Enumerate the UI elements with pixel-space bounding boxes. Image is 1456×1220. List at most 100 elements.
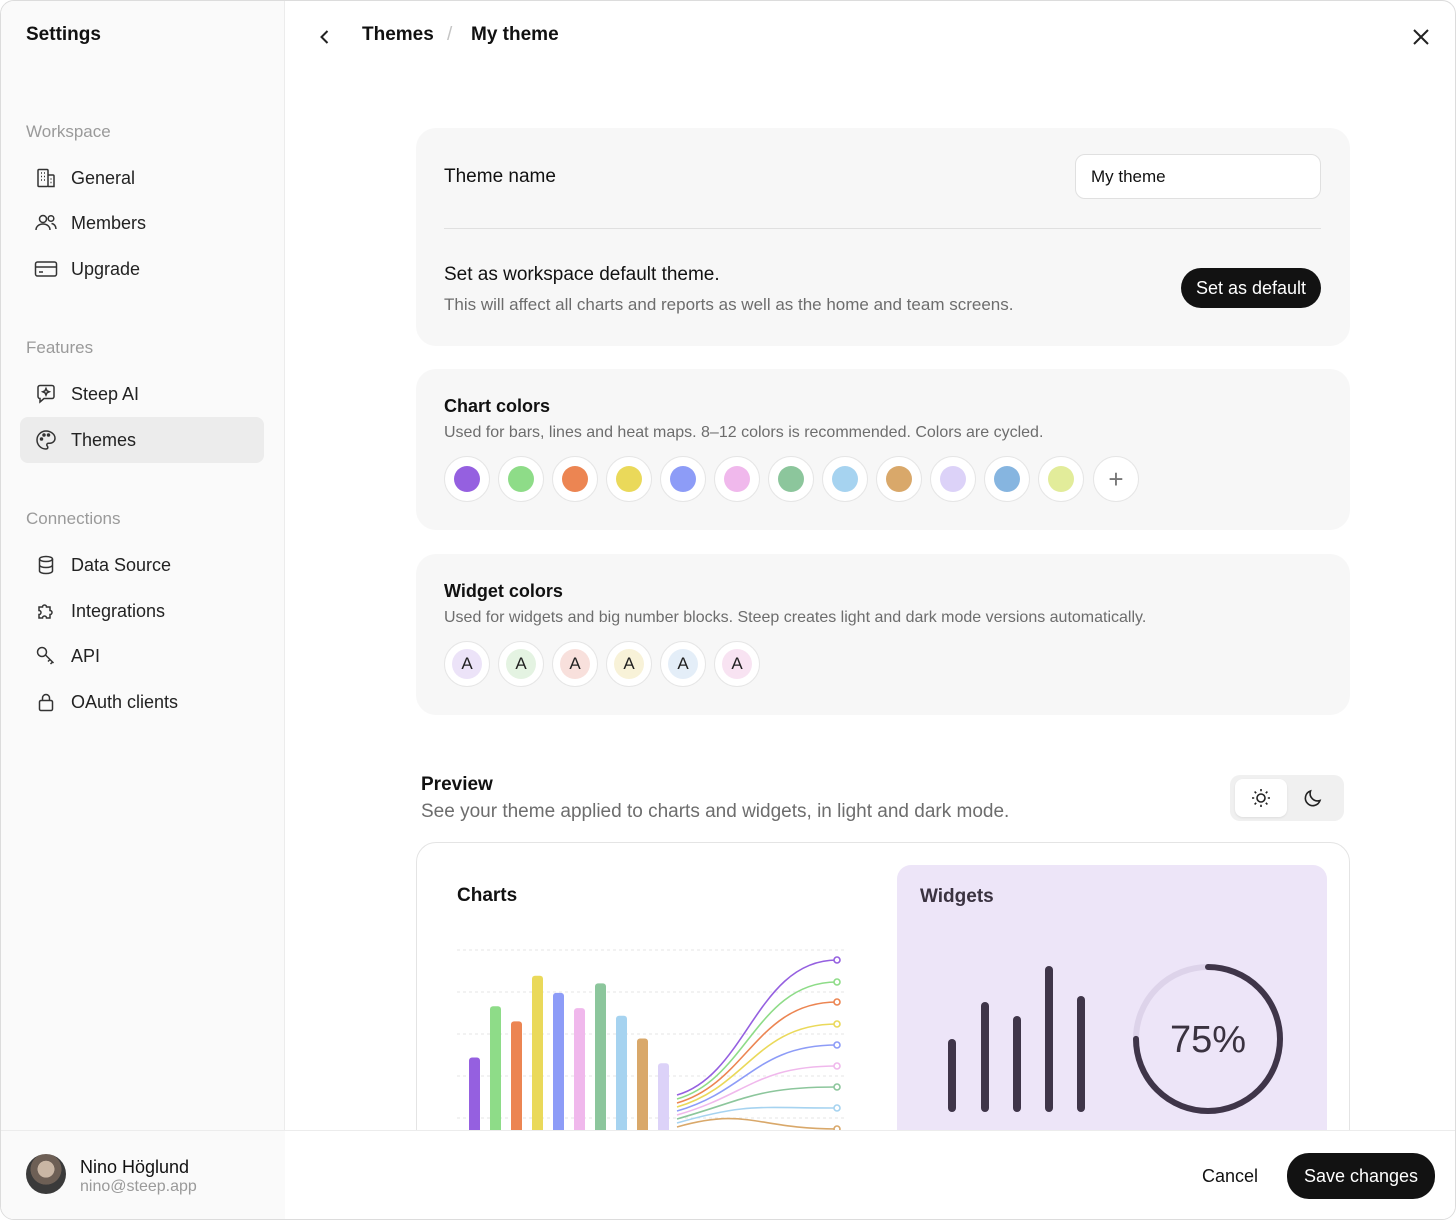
chart-preview-line [676, 959, 838, 1096]
sidebar-item-label: Steep AI [71, 383, 140, 404]
color-dot [994, 466, 1020, 492]
user-email: nino@steep.app [80, 1178, 197, 1195]
close-button[interactable] [1404, 20, 1438, 54]
sidebar-item-members[interactable]: Members [20, 200, 264, 246]
sidebar-item-oauth-clients[interactable]: OAuth clients [20, 679, 264, 725]
save-changes-button[interactable]: Save changes [1287, 1153, 1435, 1199]
chart-color-swatch[interactable] [714, 456, 760, 502]
sidebar-item-general[interactable]: General [20, 155, 264, 201]
theme-settings-card: Theme name Set as workspace default them… [416, 128, 1350, 346]
chart-color-swatch[interactable] [930, 456, 976, 502]
light-mode-button[interactable] [1235, 779, 1287, 817]
database-icon [34, 553, 58, 577]
color-dot [454, 466, 480, 492]
chart-color-swatch[interactable] [444, 456, 490, 502]
widget-color-chip[interactable]: A [444, 641, 490, 687]
chart-preview-bar [490, 1006, 501, 1143]
section-label-connections: Connections [26, 509, 121, 528]
chart-preview-line [676, 981, 838, 1100]
default-theme-description: This will affect all charts and reports … [444, 295, 1014, 314]
chart-preview-point [833, 1083, 841, 1091]
widget-chip-letter: A [614, 649, 644, 679]
chart-preview-bar [658, 1063, 669, 1143]
sidebar-item-label: Integrations [71, 600, 166, 621]
chart-preview-point [833, 978, 841, 986]
users-icon [34, 211, 58, 235]
avatar [26, 1154, 66, 1194]
color-dot [886, 466, 912, 492]
chart-color-swatch[interactable] [876, 456, 922, 502]
widget-color-chip[interactable]: A [552, 641, 598, 687]
palette-icon [34, 428, 58, 452]
color-dot [670, 466, 696, 492]
widget-chip-letter: A [506, 649, 536, 679]
chart-color-swatch[interactable] [552, 456, 598, 502]
charts-preview-label: Charts [457, 885, 518, 906]
chart-preview-point [833, 956, 841, 964]
preview-title: Preview [421, 774, 493, 795]
sidebar-item-label: Upgrade [71, 258, 141, 279]
chart-preview-bar [553, 992, 564, 1143]
user-name: Nino Höglund [80, 1157, 190, 1177]
color-dot [1048, 466, 1074, 492]
add-color-button[interactable]: + [1093, 456, 1139, 502]
building-icon [34, 166, 58, 190]
color-dot [562, 466, 588, 492]
sidebar-title: Settings [26, 24, 101, 45]
set-as-default-button[interactable]: Set as default [1181, 268, 1321, 308]
mode-toggle [1230, 775, 1344, 821]
color-dot [940, 466, 966, 492]
theme-name-input[interactable] [1075, 154, 1321, 199]
breadcrumb-themes[interactable]: Themes [362, 24, 434, 45]
user-footer[interactable]: Nino Höglund nino@steep.app [1, 1130, 285, 1219]
chart-preview-bar [616, 1015, 627, 1143]
chart-preview-bar [595, 983, 606, 1143]
widget-chip-letter: A [560, 649, 590, 679]
chart-colors-description: Used for bars, lines and heat maps. 8–12… [444, 424, 1044, 441]
sidebar-item-steep-ai[interactable]: Steep AI [20, 371, 264, 417]
sidebar-item-integrations[interactable]: Integrations [20, 588, 264, 634]
chart-color-swatch[interactable] [822, 456, 868, 502]
cancel-button[interactable]: Cancel [1189, 1154, 1271, 1198]
sidebar-item-label: Themes [71, 429, 137, 450]
chart-preview-line [676, 1117, 838, 1130]
chart-color-swatch[interactable] [498, 456, 544, 502]
chart-color-swatch[interactable] [606, 456, 652, 502]
default-theme-title: Set as workspace default theme. [444, 264, 720, 285]
widget-graphics [948, 964, 1283, 1114]
charts-preview [457, 949, 847, 1143]
preview-description: See your theme applied to charts and wid… [421, 801, 1010, 822]
sidebar-item-label: OAuth clients [71, 691, 179, 712]
section-label-features: Features [26, 338, 94, 357]
sidebar-item-data-source[interactable]: Data Source [20, 542, 264, 588]
widget-color-chip[interactable]: A [498, 641, 544, 687]
widget-chip-letter: A [722, 649, 752, 679]
widget-color-chip[interactable]: A [606, 641, 652, 687]
chart-preview-point [833, 1104, 841, 1112]
chart-preview-point [833, 1020, 841, 1028]
chart-color-swatch[interactable] [660, 456, 706, 502]
back-button[interactable] [309, 21, 341, 53]
theme-name-label: Theme name [444, 166, 556, 187]
color-dot [832, 466, 858, 492]
sidebar-item-themes[interactable]: Themes [20, 417, 264, 463]
breadcrumb-current: My theme [471, 24, 559, 45]
widget-colors-description: Used for widgets and big number blocks. … [444, 609, 1147, 626]
chart-color-swatch[interactable] [984, 456, 1030, 502]
widget-color-chip[interactable]: A [660, 641, 706, 687]
widget-chip-letter: A [452, 649, 482, 679]
widget-color-chip[interactable]: A [714, 641, 760, 687]
dark-mode-button[interactable] [1287, 779, 1339, 817]
chart-preview-line [676, 1023, 838, 1108]
chart-color-swatch[interactable] [768, 456, 814, 502]
sidebar-item-upgrade[interactable]: Upgrade [20, 246, 264, 292]
sidebar-item-label: API [71, 645, 101, 666]
moon-icon [1304, 789, 1322, 807]
progress-value: 75% [1169, 1019, 1247, 1061]
sidebar-item-api[interactable]: API [20, 633, 264, 679]
chat-sparkle-icon [34, 382, 58, 406]
chart-color-swatch[interactable] [1038, 456, 1084, 502]
credit-card-icon [34, 257, 58, 281]
section-label-workspace: Workspace [26, 122, 111, 141]
